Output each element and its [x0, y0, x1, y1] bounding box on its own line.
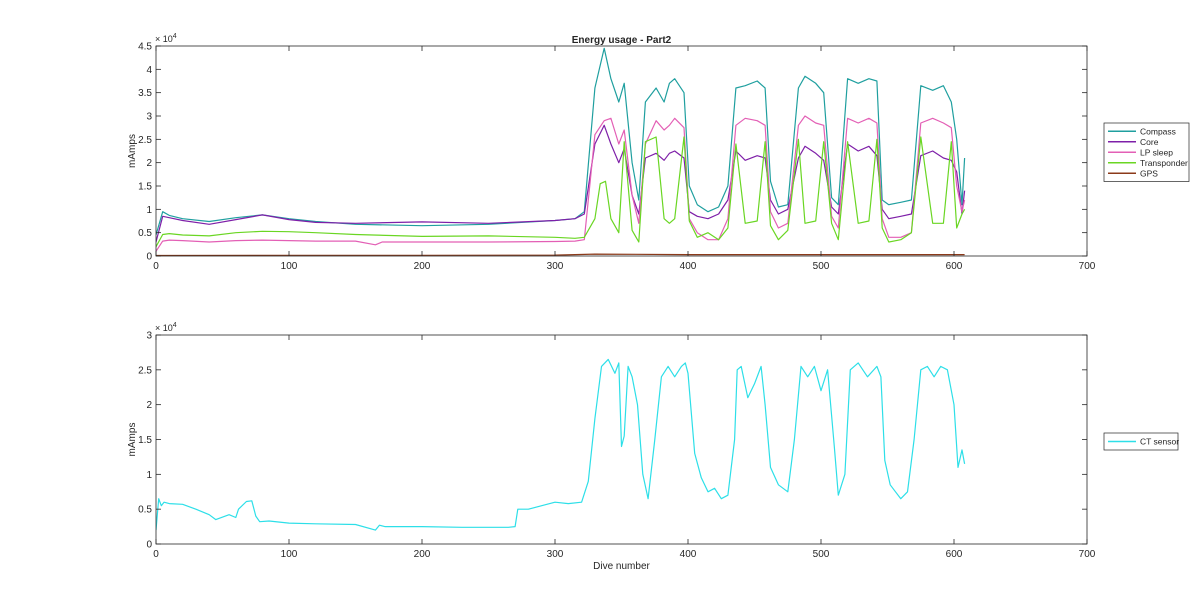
y-tick-label: 4	[146, 65, 152, 76]
legend-label-ct-sensor: CT sensor	[1140, 437, 1179, 447]
y-tick-label: 4.5	[138, 42, 152, 53]
chart-title: Energy usage - Part2	[572, 35, 672, 46]
x-tick-label: 200	[414, 261, 431, 272]
legend-label-lp-sleep: LP sleep	[1140, 147, 1173, 157]
series-line-ct-sensor	[156, 358, 966, 531]
y-tick-label: 0.5	[138, 505, 152, 516]
x-tick-label: 300	[547, 549, 564, 560]
series-line-lp-sleep	[156, 115, 966, 252]
y-tick-label: 2	[146, 400, 152, 411]
x-tick-label: 700	[1079, 549, 1096, 560]
y-axis-label: mAmps	[127, 134, 138, 168]
series-line-gps	[156, 253, 965, 256]
y-exponent-power: 4	[173, 322, 177, 329]
x-tick-label: 500	[813, 261, 830, 272]
y-tick-label: 1	[146, 470, 152, 481]
y-tick-label: 3	[146, 331, 152, 342]
x-tick-label: 600	[946, 261, 963, 272]
y-tick-label: 1	[146, 205, 152, 216]
series-group	[156, 358, 966, 531]
y-axis-label: mAmps	[127, 423, 138, 457]
legend-box	[1103, 432, 1179, 451]
y-tick-label: 0	[146, 252, 152, 263]
legend-label-compass: Compass	[1140, 126, 1176, 136]
x-tick-label: 400	[680, 261, 697, 272]
series-line-transponder	[156, 136, 966, 247]
x-tick-label: 400	[680, 549, 697, 560]
y-tick-label: 1.5	[138, 435, 152, 446]
x-tick-label: 0	[153, 261, 159, 272]
y-exponent-label: × 104	[155, 322, 177, 333]
x-tick-label: 100	[281, 261, 298, 272]
legend: CT sensor	[1103, 432, 1179, 451]
legend-label-core: Core	[1140, 137, 1159, 147]
series-group	[156, 47, 966, 256]
y-exponent-label: × 104	[155, 33, 177, 44]
legend-label-gps: GPS	[1140, 168, 1158, 178]
x-axis-label: Dive number	[593, 561, 650, 572]
y-tick-label: 0	[146, 540, 152, 551]
y-tick-label: 0.5	[138, 228, 152, 239]
x-tick-label: 600	[946, 549, 963, 560]
x-tick-label: 500	[813, 549, 830, 560]
y-tick-label: 2.5	[138, 135, 152, 146]
subplot-2: 0 100 200 300 400 500 600 700 0 0.5 1 1.5 2 2.5 3× 104…	[127, 322, 1179, 572]
y-tick-label: 3.5	[138, 88, 152, 99]
subplot-1: 0 100 200 300 400 500 600 700 0 0.5 1 1.5 2 2.5 3 3.5 4 4…	[127, 33, 1190, 272]
x-tick-label: 200	[414, 549, 431, 560]
x-tick-label: 0	[153, 549, 159, 560]
series-line-compass	[156, 47, 966, 236]
y-tick-label: 2	[146, 158, 152, 169]
x-tick-label: 700	[1079, 261, 1096, 272]
legend-label-transponder: Transponder	[1140, 158, 1188, 168]
y-tick-label: 2.5	[138, 365, 152, 376]
plot-frame	[155, 45, 1088, 257]
y-tick-label: 3	[146, 112, 152, 123]
y-tick-label: 1.5	[138, 182, 152, 193]
x-tick-label: 100	[281, 549, 298, 560]
y-exponent-power: 4	[173, 33, 177, 40]
x-tick-label: 300	[547, 261, 564, 272]
